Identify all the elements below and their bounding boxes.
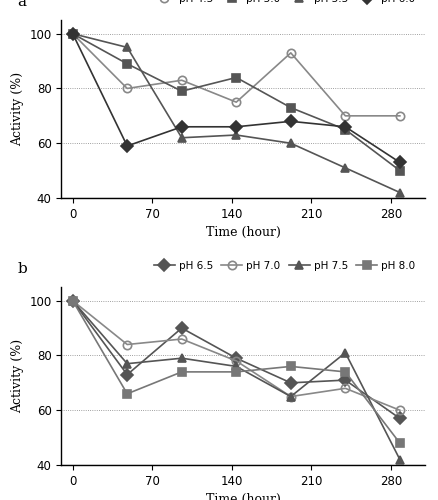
pH 6.0 <box>397 160 403 166</box>
pH 6.5 <box>288 380 293 386</box>
Legend: pH 4.5, pH 5.0, pH 5.5, pH 6.0: pH 4.5, pH 5.0, pH 5.5, pH 6.0 <box>149 0 420 8</box>
pH 7.5 <box>343 350 348 356</box>
pH 5.0 <box>124 61 130 67</box>
pH 6.0 <box>343 124 348 130</box>
pH 6.0 <box>288 118 293 124</box>
pH 7.5 <box>288 394 293 400</box>
pH 7.0 <box>343 386 348 392</box>
pH 5.0 <box>343 126 348 132</box>
pH 8.0 <box>288 364 293 370</box>
pH 6.5 <box>70 298 75 304</box>
Text: a: a <box>18 0 27 9</box>
pH 5.5 <box>343 165 348 171</box>
pH 6.5 <box>124 372 130 378</box>
pH 5.5 <box>70 30 75 36</box>
pH 7.0 <box>397 407 403 413</box>
pH 4.5 <box>233 99 239 105</box>
Line: pH 5.5: pH 5.5 <box>68 30 404 196</box>
pH 7.5 <box>70 298 75 304</box>
pH 6.5 <box>343 377 348 383</box>
pH 7.5 <box>124 360 130 366</box>
Text: b: b <box>18 262 28 276</box>
pH 4.5 <box>70 30 75 36</box>
pH 5.5 <box>397 190 403 196</box>
pH 5.0 <box>397 168 403 173</box>
pH 8.0 <box>397 440 403 446</box>
pH 4.5 <box>124 86 130 91</box>
pH 5.5 <box>288 140 293 146</box>
Line: pH 4.5: pH 4.5 <box>68 30 404 120</box>
pH 7.5 <box>179 355 184 361</box>
pH 5.0 <box>233 74 239 80</box>
pH 8.0 <box>179 369 184 375</box>
pH 7.0 <box>70 298 75 304</box>
Line: pH 7.0: pH 7.0 <box>68 296 404 414</box>
X-axis label: Time (hour): Time (hour) <box>206 494 280 500</box>
pH 6.5 <box>233 355 239 361</box>
pH 6.0 <box>233 124 239 130</box>
pH 4.5 <box>343 113 348 119</box>
pH 7.5 <box>233 364 239 370</box>
Y-axis label: Activity (%): Activity (%) <box>11 72 24 146</box>
pH 7.0 <box>288 394 293 400</box>
pH 8.0 <box>70 298 75 304</box>
pH 6.5 <box>397 416 403 422</box>
pH 6.0 <box>70 30 75 36</box>
pH 8.0 <box>233 369 239 375</box>
pH 8.0 <box>124 391 130 397</box>
pH 4.5 <box>397 113 403 119</box>
pH 8.0 <box>343 369 348 375</box>
Line: pH 8.0: pH 8.0 <box>68 296 404 448</box>
pH 5.0 <box>70 30 75 36</box>
pH 5.5 <box>124 44 130 51</box>
pH 5.5 <box>233 132 239 138</box>
Legend: pH 6.5, pH 7.0, pH 7.5, pH 8.0: pH 6.5, pH 7.0, pH 7.5, pH 8.0 <box>149 256 420 275</box>
Y-axis label: Activity (%): Activity (%) <box>11 339 24 413</box>
pH 7.0 <box>233 358 239 364</box>
X-axis label: Time (hour): Time (hour) <box>206 226 280 239</box>
pH 6.0 <box>124 143 130 149</box>
pH 4.5 <box>179 77 184 83</box>
pH 5.0 <box>288 104 293 110</box>
pH 5.5 <box>179 135 184 141</box>
pH 7.0 <box>124 342 130 347</box>
Line: pH 7.5: pH 7.5 <box>68 296 404 464</box>
pH 7.5 <box>397 456 403 462</box>
pH 6.5 <box>179 325 184 331</box>
Line: pH 6.0: pH 6.0 <box>68 30 404 166</box>
Line: pH 6.5: pH 6.5 <box>68 296 404 422</box>
pH 6.0 <box>179 124 184 130</box>
Line: pH 5.0: pH 5.0 <box>68 30 404 175</box>
pH 5.0 <box>179 88 184 94</box>
pH 7.0 <box>179 336 184 342</box>
pH 4.5 <box>288 50 293 56</box>
